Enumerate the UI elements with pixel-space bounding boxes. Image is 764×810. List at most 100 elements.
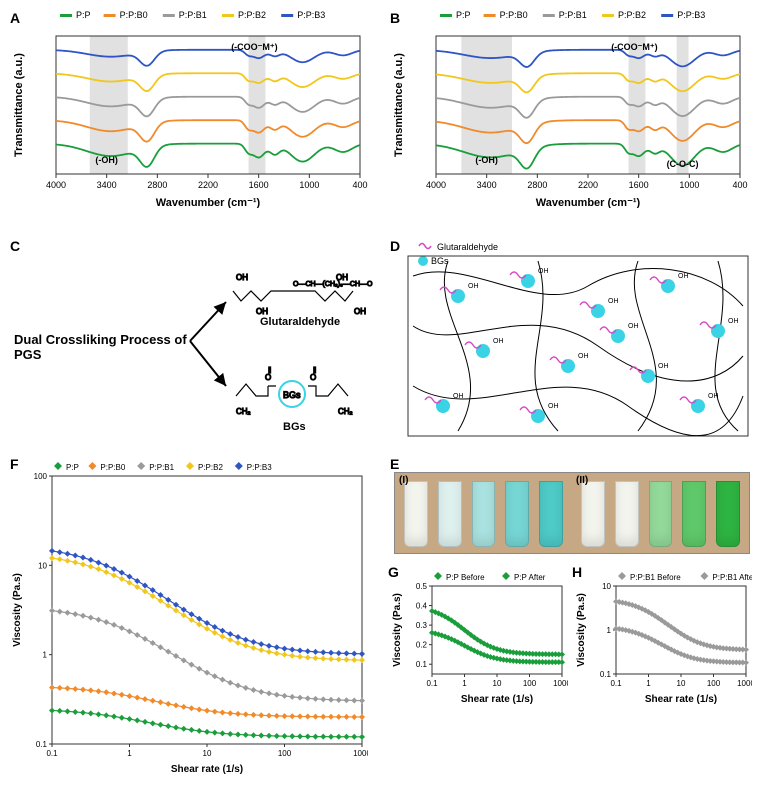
- svg-text:Wavenumber (cm⁻¹): Wavenumber (cm⁻¹): [536, 197, 641, 208]
- svg-text:Wavenumber (cm⁻¹): Wavenumber (cm⁻¹): [156, 197, 261, 208]
- svg-text:0.5: 0.5: [416, 582, 428, 591]
- panel-C-svg: OH OH O—CH—(CH₂)₃—CH—O OH OH BGs O O ‖ ‖…: [8, 236, 378, 446]
- svg-text:P:P:B3: P:P:B3: [247, 463, 272, 472]
- svg-text:P:P:B0: P:P:B0: [100, 463, 125, 472]
- panel-D: D GlutaraldehydeBGs OHOHOHOHOHOHOHOHOHOH…: [388, 236, 756, 446]
- svg-text:OH: OH: [236, 273, 248, 282]
- svg-text:400: 400: [352, 180, 367, 190]
- svg-text:P:P:B2: P:P:B2: [238, 10, 266, 20]
- svg-text:OH: OH: [493, 338, 504, 345]
- svg-text:OH: OH: [256, 307, 268, 316]
- svg-text:2200: 2200: [198, 180, 218, 190]
- svg-text:1000: 1000: [553, 679, 568, 688]
- svg-text:P:P:B1: P:P:B1: [559, 10, 587, 20]
- svg-text:1: 1: [646, 679, 651, 688]
- svg-text:1: 1: [462, 679, 467, 688]
- svg-text:2800: 2800: [527, 180, 547, 190]
- svg-text:CH₂: CH₂: [338, 407, 353, 416]
- svg-text:CH₂: CH₂: [236, 407, 251, 416]
- svg-text:3400: 3400: [97, 180, 117, 190]
- svg-text:1600: 1600: [249, 180, 269, 190]
- svg-text:10: 10: [493, 679, 502, 688]
- svg-text:Shear rate (1/s): Shear rate (1/s): [645, 694, 717, 704]
- svg-text:Shear rate (1/s): Shear rate (1/s): [461, 694, 533, 704]
- svg-text:OH: OH: [354, 307, 366, 316]
- svg-text:0.1: 0.1: [416, 660, 428, 669]
- svg-text:0.1: 0.1: [426, 679, 438, 688]
- svg-text:OH: OH: [336, 273, 348, 282]
- svg-text:10: 10: [38, 561, 47, 570]
- svg-text:OH: OH: [608, 298, 619, 305]
- panel-C-label: C: [10, 238, 20, 254]
- svg-text:Transmittance (a.u.): Transmittance (a.u.): [393, 53, 405, 157]
- svg-text:P:P: P:P: [456, 10, 471, 20]
- panel-B-label: B: [390, 10, 400, 26]
- svg-text:0.4: 0.4: [416, 602, 428, 611]
- panel-E-label: E: [390, 456, 399, 472]
- svg-text:P:P: P:P: [66, 463, 79, 472]
- svg-text:(-OH): (-OH): [95, 155, 118, 165]
- svg-text:‖: ‖: [268, 366, 271, 375]
- panel-A-label: A: [10, 10, 20, 26]
- svg-text:Transmittance (a.u.): Transmittance (a.u.): [13, 53, 25, 157]
- svg-text:10: 10: [602, 582, 611, 591]
- svg-text:1000: 1000: [353, 749, 368, 758]
- svg-text:2800: 2800: [147, 180, 167, 190]
- svg-text:OH: OH: [658, 363, 669, 370]
- panel-B: B 400034002800220016001000400Wavenumber …: [388, 8, 756, 228]
- svg-text:P:P: P:P: [76, 10, 91, 20]
- svg-text:0.1: 0.1: [36, 740, 48, 749]
- panel-F: F 0.111010010000.1110100Shear rate (1/s)…: [8, 454, 376, 802]
- panel-A: A 4000 3400 2800 2200 1600 1000 400 Wavenumber …: [8, 8, 376, 228]
- svg-text:1: 1: [43, 651, 48, 660]
- svg-text:P:P:B1: P:P:B1: [179, 10, 207, 20]
- svg-text:Viscosity (Pa.s): Viscosity (Pa.s): [12, 573, 23, 647]
- svg-text:P:P:B3: P:P:B3: [677, 10, 705, 20]
- svg-text:100: 100: [523, 679, 537, 688]
- svg-text:P:P:B0: P:P:B0: [500, 10, 528, 20]
- svg-text:Viscosity (Pa.s): Viscosity (Pa.s): [576, 593, 587, 667]
- svg-text:1000: 1000: [299, 180, 319, 190]
- panel-C-top-label: Glutaraldehyde: [260, 316, 340, 328]
- svg-text:1000: 1000: [737, 679, 752, 688]
- svg-text:P:P Before: P:P Before: [446, 573, 485, 582]
- svg-text:0.1: 0.1: [600, 670, 612, 679]
- svg-text:OH: OH: [453, 393, 464, 400]
- svg-text:(-COO⁻M⁺): (-COO⁻M⁺): [611, 42, 658, 52]
- svg-text:OH: OH: [468, 283, 479, 290]
- svg-text:P:P:B3: P:P:B3: [297, 10, 325, 20]
- svg-text:P:P:B2: P:P:B2: [198, 463, 223, 472]
- svg-text:0.1: 0.1: [610, 679, 622, 688]
- svg-text:P:P:B2: P:P:B2: [618, 10, 646, 20]
- svg-text:P:P After: P:P After: [514, 573, 546, 582]
- svg-text:4000: 4000: [426, 180, 446, 190]
- svg-text:P:P:B1 Before: P:P:B1 Before: [630, 573, 681, 582]
- svg-text:0.1: 0.1: [46, 749, 58, 758]
- svg-text:(C-O-C): (C-O-C): [667, 159, 699, 169]
- svg-text:400: 400: [732, 180, 747, 190]
- svg-text:P:P:B1: P:P:B1: [149, 463, 174, 472]
- svg-text:O—CH—(CH₂)₃—CH—O: O—CH—(CH₂)₃—CH—O: [293, 281, 373, 288]
- svg-text:OH: OH: [708, 393, 719, 400]
- svg-text:‖: ‖: [313, 366, 316, 375]
- panel-D-label: D: [390, 238, 400, 254]
- panel-F-label: F: [10, 456, 19, 472]
- svg-text:OH: OH: [628, 323, 639, 330]
- svg-text:10: 10: [203, 749, 212, 758]
- svg-text:100: 100: [34, 472, 48, 481]
- svg-text:10: 10: [677, 679, 686, 688]
- panel-C-bottom-label: BGs: [283, 421, 306, 433]
- svg-text:4000: 4000: [46, 180, 66, 190]
- svg-text:OH: OH: [728, 318, 739, 325]
- svg-text:OH: OH: [578, 353, 589, 360]
- svg-text:2200: 2200: [578, 180, 598, 190]
- svg-text:1: 1: [127, 749, 132, 758]
- svg-text:1: 1: [607, 626, 612, 635]
- panel-D-svg: OHOHOHOHOHOHOHOHOHOHOHOH: [388, 236, 758, 446]
- svg-text:3400: 3400: [477, 180, 497, 190]
- svg-text:OH: OH: [678, 273, 689, 280]
- svg-text:100: 100: [707, 679, 721, 688]
- svg-text:100: 100: [278, 749, 292, 758]
- panel-G-label: G: [388, 564, 399, 580]
- panel-H-label: H: [572, 564, 582, 580]
